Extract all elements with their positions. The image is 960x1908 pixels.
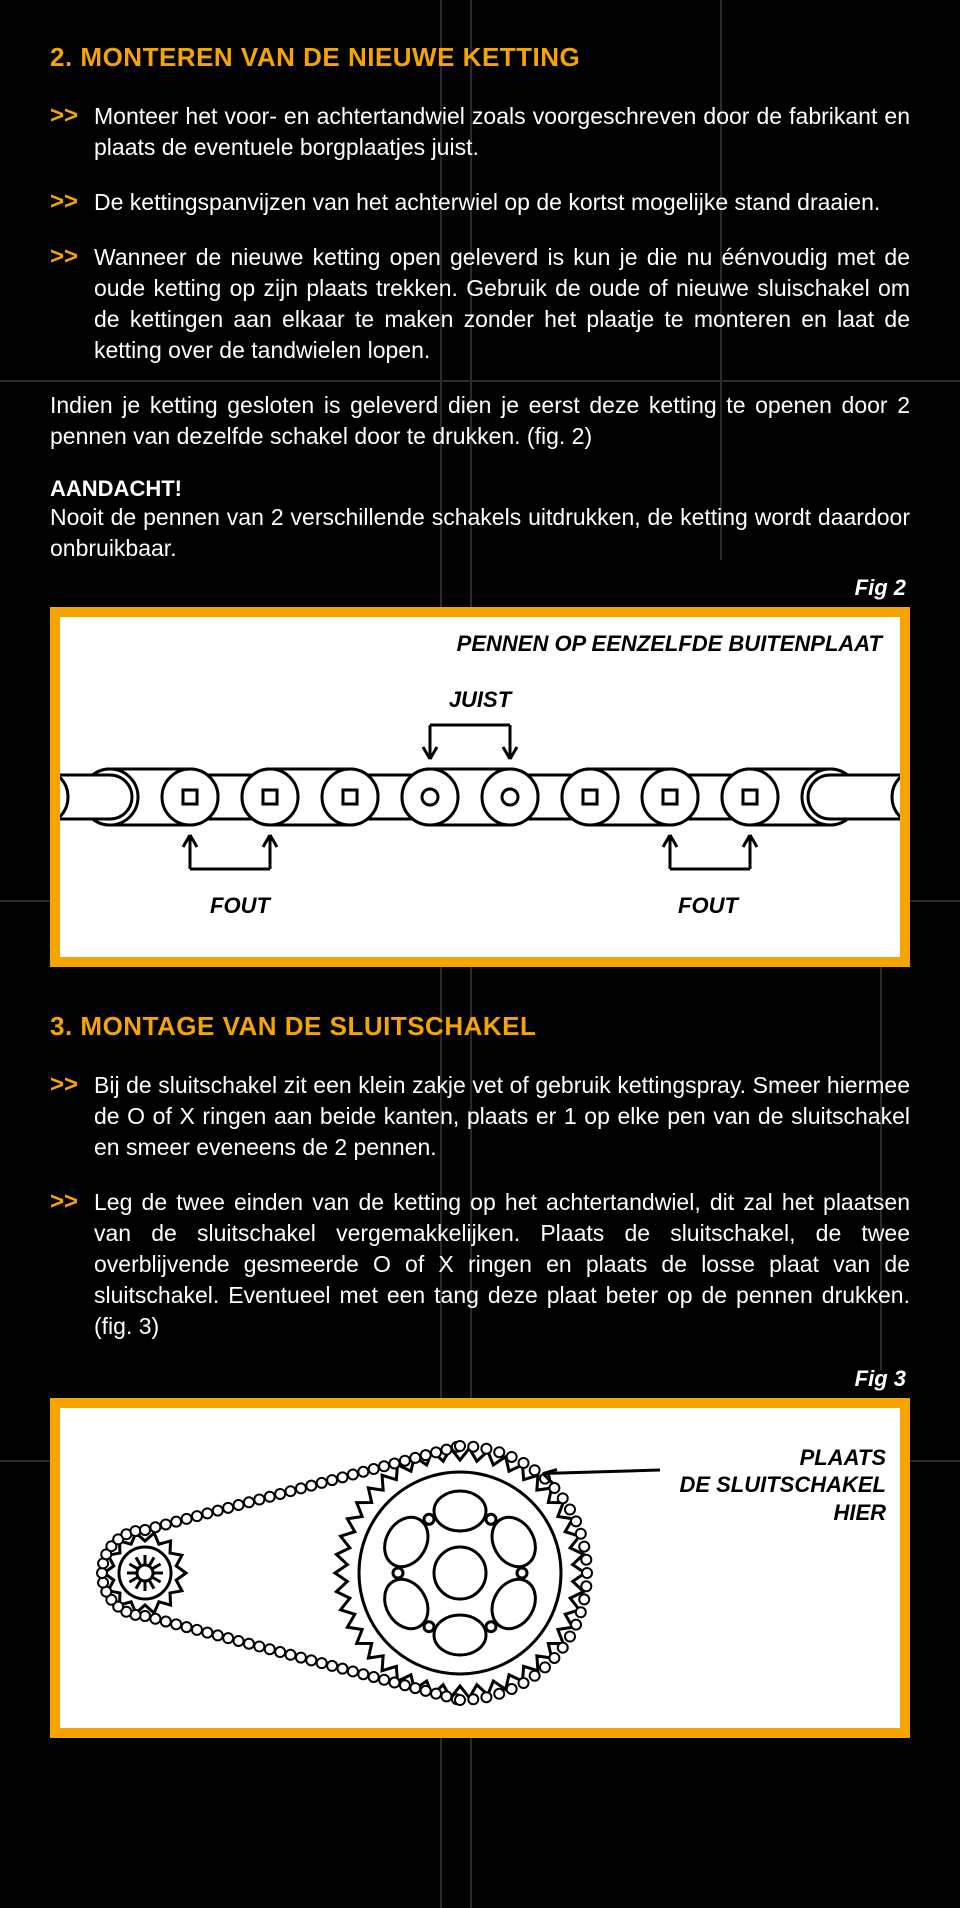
figure-2-label: Fig 2 <box>50 575 906 601</box>
fig3-callout: PLAATS DE SLUITSCHAKEL HIER <box>656 1444 886 1527</box>
attention-block: AANDACHT! Nooit de pennen van 2 verschil… <box>50 476 910 564</box>
fig2-juist-label: JUIST <box>430 687 530 713</box>
bullet-marker: >> <box>50 101 94 163</box>
bullet-item: >> Bij de sluitschakel zit een klein zak… <box>50 1070 910 1163</box>
bullet-text: Leg de twee einden van de ketting op het… <box>94 1187 910 1342</box>
section-2-heading: 2. MONTEREN VAN DE NIEUWE KETTING <box>50 42 910 73</box>
figure-3-frame: (function(){ const data = JSON.parse(doc… <box>50 1398 910 1738</box>
bullet-text: Wanneer de nieuwe ketting open geleverd … <box>94 242 910 366</box>
figure-2-frame: PENNEN OP EENZELFDE BUITENPLAAT (functio… <box>50 607 910 967</box>
fig2-fout-label-left: FOUT <box>190 893 290 919</box>
bullet-item: >> De kettingspanvijzen van het achterwi… <box>50 187 910 218</box>
bullet-marker: >> <box>50 242 94 366</box>
bullet-item: >> Leg de twee einden van de ketting op … <box>50 1187 910 1342</box>
bullet-text: De kettingspanvijzen van het achterwiel … <box>94 187 880 218</box>
fig2-top-text: PENNEN OP EENZELFDE BUITENPLAAT <box>457 631 882 657</box>
fig2-fout-label-right: FOUT <box>658 893 758 919</box>
fig2-chain-diagram <box>60 617 900 957</box>
bullet-text: Bij de sluitschakel zit een klein zakje … <box>94 1070 910 1163</box>
bullet-text: Monteer het voor- en achtertandwiel zoal… <box>94 101 910 163</box>
attention-text: Nooit de pennen van 2 verschillende scha… <box>50 502 910 564</box>
bullet-marker: >> <box>50 1187 94 1342</box>
paragraph: Indien je ketting gesloten is geleverd d… <box>50 390 910 452</box>
bullet-marker: >> <box>50 187 94 218</box>
bullet-marker: >> <box>50 1070 94 1163</box>
figure-3-label: Fig 3 <box>50 1366 906 1392</box>
attention-label: AANDACHT! <box>50 476 910 502</box>
bullet-item: >> Wanneer de nieuwe ketting open geleve… <box>50 242 910 366</box>
section-3-heading: 3. MONTAGE VAN DE SLUITSCHAKEL <box>50 1011 910 1042</box>
bullet-item: >> Monteer het voor- en achtertandwiel z… <box>50 101 910 163</box>
